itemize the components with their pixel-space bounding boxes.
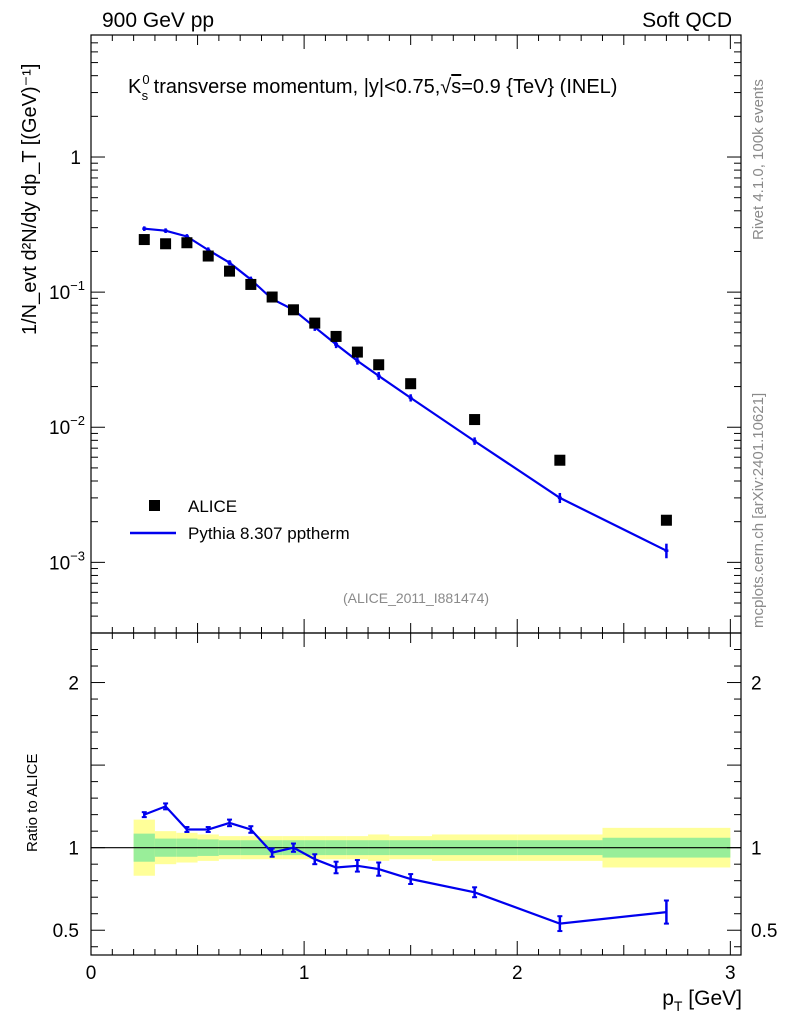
ratio-axes: 0 1 2 3 0.5 0.5 1 1 2 2 — [53, 632, 777, 984]
alice-marker — [469, 414, 481, 426]
xlabel-unit: [GeV] — [682, 987, 742, 1010]
ratio-line — [143, 805, 667, 925]
xlabel-sub: T — [674, 998, 683, 1014]
alice-marker — [351, 346, 363, 358]
plot-title: K0 s transverse momentum, |y|<0.75,√s=0.9… — [128, 72, 617, 103]
alice-marker — [266, 291, 278, 303]
analysis-id: (ALICE_2011_I881474) — [343, 590, 489, 606]
alice-marker — [287, 304, 299, 316]
main-frame — [90, 34, 742, 634]
main-ytick-base: 10 — [49, 553, 70, 574]
main-ytick-label: 10−3 — [49, 548, 85, 574]
x-axis-label: pT [GeV] — [662, 987, 742, 1014]
ratio-xtick-label: 3 — [725, 963, 736, 984]
title-sqrt: √ — [440, 76, 451, 98]
ratio-ytick-label: 0.5 — [53, 921, 79, 942]
ratio-ytick-label: 2 — [68, 674, 79, 695]
mcplots-label: mcplots.cern.ch [arXiv:2401.10621] — [750, 393, 767, 628]
alice-marker — [160, 238, 172, 250]
legend-label-pythia: Pythia 8.307 pptherm — [188, 524, 350, 543]
main-ylabel-text: 1/N_evt d²N/dy dp_T [(GeV)⁻¹] — [19, 64, 41, 335]
main-ytick-label: 10−1 — [49, 278, 85, 304]
alice-marker — [373, 359, 385, 371]
main-ytick-label: 10−2 — [49, 413, 85, 439]
rivet-label: Rivet 4.1.0, 100k events — [750, 79, 767, 240]
header-right: Soft QCD — [642, 9, 732, 32]
alice-marker — [245, 278, 257, 290]
alice-marker — [405, 378, 417, 390]
legend-marker-alice — [149, 500, 160, 511]
main-ytick-base: 10 — [49, 283, 70, 304]
alice-marker — [660, 514, 672, 526]
alice-marker — [138, 234, 150, 246]
alice-marker — [554, 454, 566, 466]
ratio-ylabel: Ratio to ALICE — [24, 754, 41, 852]
ratio-xtick-label: 2 — [512, 963, 523, 984]
alice-marker — [181, 237, 193, 249]
ratio-series — [141, 802, 669, 933]
title-tail: =0.9 {TeV} (INEL) — [461, 76, 617, 98]
ratio-xtick-label: 0 — [86, 963, 97, 984]
title-sub: s — [142, 88, 149, 103]
alice-marker — [330, 330, 342, 342]
ratio-bands — [91, 819, 741, 876]
ratio-ytick-label-right: 2 — [751, 674, 762, 695]
legend-label-alice: ALICE — [188, 497, 237, 516]
alice-marker — [309, 317, 321, 329]
title-text: transverse momentum, |y|<0.75, — [148, 76, 440, 98]
main-ytick-exp: −2 — [70, 413, 85, 428]
ratio-ytick-label-right: 1 — [751, 839, 762, 860]
title-prefix: K — [128, 76, 142, 98]
main-ytick-exp: −1 — [70, 278, 85, 293]
title-sup: 0 — [142, 72, 149, 87]
main-ytick-label: 1 — [70, 148, 81, 169]
title-s: s — [451, 76, 461, 98]
xlabel-main: p — [662, 987, 674, 1010]
header-left: 900 GeV pp — [102, 9, 214, 32]
main-ytick-base: 10 — [49, 418, 70, 439]
ratio-ytick-label: 1 — [68, 839, 79, 860]
main-ytick-exp: −3 — [70, 548, 85, 563]
alice-marker — [224, 265, 236, 277]
mc-line — [144, 227, 667, 552]
main-ylabel: 1/N_evt d²N/dy dp_T [(GeV)⁻¹] — [19, 64, 41, 335]
ratio-xtick-label: 1 — [299, 963, 310, 984]
legend: ALICE Pythia 8.307 pptherm — [130, 497, 350, 543]
main-axes: 110−110−210−3 — [49, 34, 742, 634]
ratio-ytick-label-right: 0.5 — [751, 921, 777, 942]
ratio-frame — [90, 632, 742, 956]
alice-marker — [202, 250, 214, 262]
main-series — [138, 226, 672, 559]
